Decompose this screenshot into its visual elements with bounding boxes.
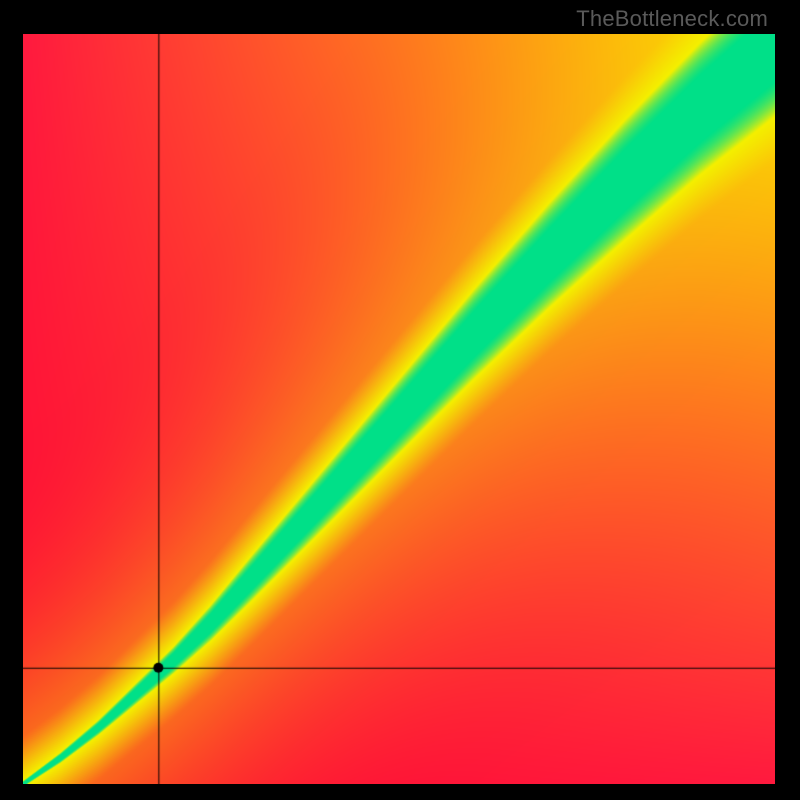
heatmap-canvas (23, 34, 775, 784)
watermark-text: TheBottleneck.com (576, 6, 768, 32)
bottleneck-heatmap (23, 34, 775, 784)
